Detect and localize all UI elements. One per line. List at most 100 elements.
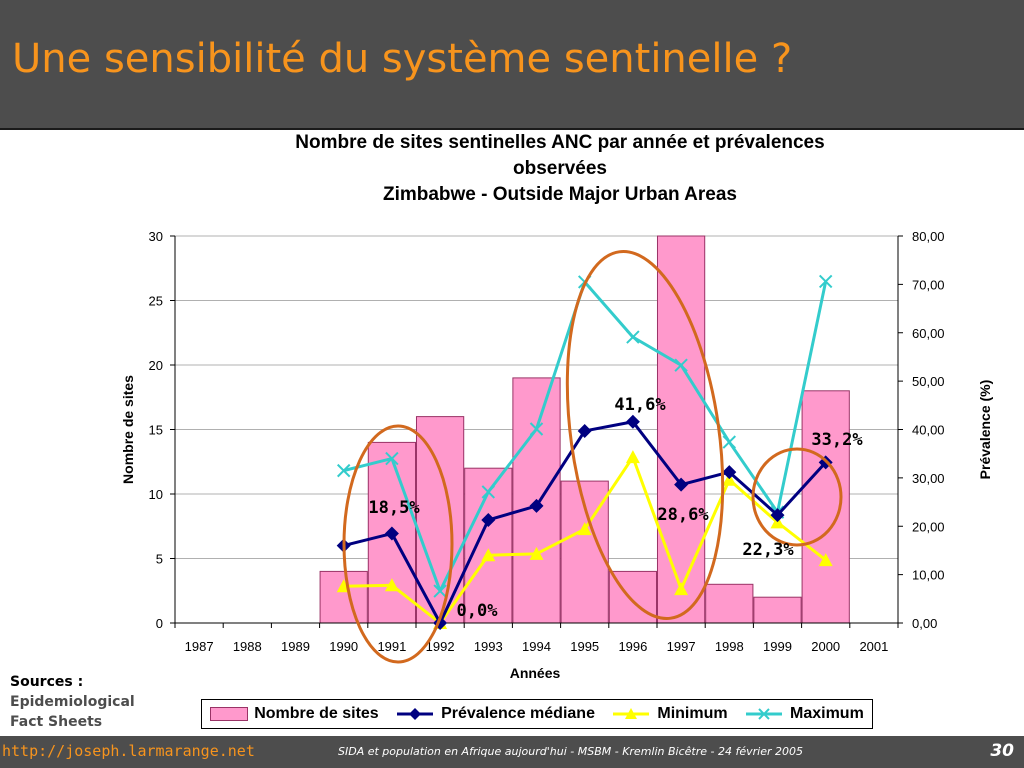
chart-title: Nombre de sites sentinelles ANC par anné… — [200, 130, 920, 208]
y-tick-label-right: 10,00 — [912, 568, 945, 583]
series-point-minimum-2000 — [818, 553, 833, 567]
y-tick-label-left: 30 — [149, 229, 163, 244]
y-tick-label-left: 5 — [156, 552, 163, 567]
chart-legend: Nombre de sites Prévalence médiane Minim… — [201, 699, 873, 729]
series-point-minimum-1993 — [481, 548, 496, 562]
chart-title-line-3: Zimbabwe - Outside Major Urban Areas — [382, 184, 738, 205]
annotation-1997: 28,6% — [657, 505, 709, 525]
series-point-maximum-1997 — [674, 358, 688, 372]
y-tick-label-left: 15 — [149, 423, 163, 438]
annotation-2000: 33,2% — [811, 430, 863, 450]
legend-item-bars: Nombre de sites — [210, 705, 379, 723]
series-point-pr-valence-m-diane-1997 — [674, 477, 689, 492]
series-point-maximum-1993 — [481, 485, 496, 499]
x-tick-label-1993: 1993 — [474, 639, 503, 654]
title-bar: Une sensibilité du système sentinelle ? — [0, 0, 1024, 130]
y-tick-label-left: 25 — [149, 294, 163, 309]
y-tick-label-left: 0 — [156, 616, 163, 631]
legend-item-minimum: Minimum — [611, 705, 728, 723]
series-point-maximum-1992 — [433, 584, 447, 598]
y-tick-label-right: 80,00 — [912, 229, 945, 244]
y-tick-label-right: 0,00 — [912, 616, 937, 631]
x-tick-label-1994: 1994 — [522, 639, 551, 654]
sources: Sources : Epidemiological Fact Sheets — [10, 672, 135, 732]
y-axis-title-right: Prévalence (%) — [977, 380, 993, 480]
series-point-pr-valence-m-diane-1995 — [577, 423, 592, 438]
legend-label-maximum: Maximum — [790, 705, 864, 722]
sources-text-2: Fact Sheets — [10, 714, 103, 730]
bar-1999 — [753, 596, 802, 624]
highlight-circle-3 — [751, 447, 843, 547]
series-point-pr-valence-m-diane-1998 — [722, 465, 737, 480]
series-point-pr-valence-m-diane-1994 — [529, 498, 544, 513]
x-tick-label-1990: 1990 — [329, 639, 358, 654]
slide-title: Une sensibilité du système sentinelle ? — [12, 36, 793, 82]
x-tick-label-1987: 1987 — [185, 639, 214, 654]
series-point-minimum-1996 — [625, 450, 640, 464]
annotation-1999: 22,3% — [742, 540, 794, 560]
x-axis-title: Années — [510, 665, 561, 681]
y-tick-label-right: 60,00 — [912, 326, 945, 341]
y-tick-label-right: 30,00 — [912, 471, 945, 486]
series-point-maximum-1994 — [529, 422, 544, 436]
bar-1997 — [656, 235, 706, 624]
sources-text-1: Epidemiological — [10, 694, 135, 710]
series-point-pr-valence-m-diane-1996 — [625, 414, 640, 429]
annotation-1996: 41,6% — [614, 395, 666, 415]
highlight-circle-2 — [565, 250, 725, 620]
legend-swatch-bars — [210, 707, 249, 721]
y-tick-label-left: 20 — [149, 358, 163, 373]
chart: 0 5 10 15 20 25 30 0,00 10,00 20,00 30,00 40,00 50,0… — [120, 229, 993, 681]
x-tick-label-2001: 2001 — [859, 639, 888, 654]
y-tick-label-left: 10 — [149, 487, 163, 502]
footer: http://joseph.larmarange.net SIDA et pop… — [0, 736, 1024, 768]
y-tick-label-right: 70,00 — [912, 277, 945, 292]
x-tick-label-1988: 1988 — [233, 639, 262, 654]
legend-label-bars: Nombre de sites — [254, 705, 379, 722]
series-point-minimum-1994 — [529, 546, 544, 560]
series-point-maximum-1991 — [385, 451, 399, 466]
legend-item-maximum: Maximum — [744, 705, 864, 723]
highlight-circle-1 — [342, 424, 454, 664]
sources-label: Sources : — [10, 674, 84, 690]
x-tick-label-1991: 1991 — [377, 639, 406, 654]
legend-label-minimum: Minimum — [657, 705, 728, 722]
series-point-maximum-1990 — [336, 463, 351, 478]
legend-label-median: Prévalence médiane — [441, 705, 595, 722]
legend-swatch-median — [397, 708, 434, 720]
x-tick-label-1995: 1995 — [570, 639, 599, 654]
series-point-pr-valence-m-diane-1991 — [384, 526, 399, 541]
y-tick-label-right: 20,00 — [912, 519, 945, 534]
series-point-pr-valence-m-diane-1993 — [481, 512, 496, 527]
annotation-1992: 0,0% — [457, 601, 499, 621]
legend-swatch-minimum — [613, 708, 650, 719]
chart-title-line-1: Nombre de sites sentinelles ANC par anné… — [295, 132, 825, 153]
x-tick-label-2000: 2000 — [811, 639, 840, 654]
series-point-maximum-1996 — [626, 330, 640, 344]
series-point-minimum-1997 — [674, 582, 689, 596]
series-point-minimum-1995 — [577, 522, 592, 536]
series-point-pr-valence-m-diane-1999 — [770, 508, 785, 523]
x-tick-label-1998: 1998 — [715, 639, 744, 654]
bar-1998 — [705, 583, 754, 624]
series-point-maximum-2000 — [818, 274, 833, 289]
chart-title-line-2: observées — [512, 158, 607, 179]
footer-text: SIDA et population en Afrique aujourd'hu… — [338, 745, 803, 758]
series-point-minimum-1998 — [722, 472, 737, 486]
x-tick-label-1997: 1997 — [667, 639, 696, 654]
series-point-minimum-1991 — [384, 578, 399, 592]
y-tick-label-right: 50,00 — [912, 374, 945, 389]
x-tick-label-1992: 1992 — [426, 639, 455, 654]
annotation-1991: 18,5% — [368, 498, 420, 518]
y-axis-title-left: Nombre de sites — [120, 375, 136, 484]
x-tick-label-1989: 1989 — [281, 639, 310, 654]
series-point-maximum-1998 — [722, 435, 737, 449]
page-number: 30 — [990, 741, 1014, 761]
footer-url[interactable]: http://joseph.larmarange.net — [2, 742, 255, 760]
x-tick-label-1996: 1996 — [618, 639, 647, 654]
bar-1990 — [319, 570, 368, 624]
y-tick-label-right: 40,00 — [912, 423, 945, 438]
legend-item-median: Prévalence médiane — [395, 705, 595, 723]
x-tick-label-1999: 1999 — [763, 639, 792, 654]
bar-2000 — [801, 390, 850, 624]
